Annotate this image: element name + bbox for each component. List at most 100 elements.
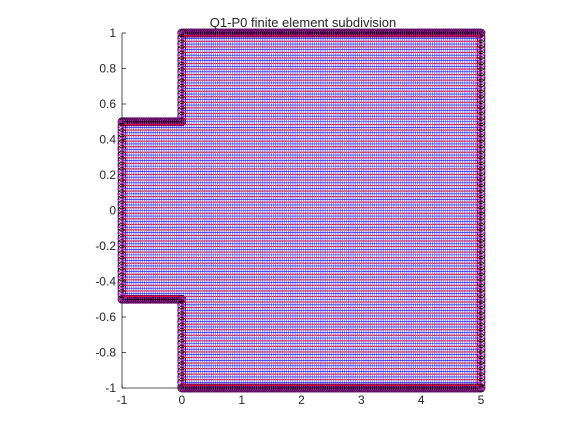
pressure-node (326, 290, 328, 292)
pressure-node (195, 306, 197, 309)
pressure-node (240, 379, 242, 381)
pressure-node (197, 367, 199, 370)
pressure-node (281, 351, 283, 353)
pressure-node (367, 345, 369, 347)
pressure-node (442, 367, 444, 370)
pressure-node (348, 373, 350, 375)
pressure-node (133, 284, 135, 286)
pressure-node (262, 345, 264, 347)
pressure-node (357, 273, 360, 275)
pressure-node (178, 295, 180, 298)
pressure-node (415, 290, 418, 292)
pressure-node (385, 334, 388, 336)
pressure-node (281, 318, 283, 320)
pressure-node (453, 340, 455, 342)
pressure-node (399, 279, 401, 281)
pressure-node (447, 362, 449, 364)
pressure-node (417, 373, 419, 375)
pressure-node (389, 312, 391, 314)
pressure-node (384, 268, 386, 270)
pressure-node (270, 351, 272, 353)
pressure-node (324, 373, 326, 375)
pressure-node (432, 273, 434, 275)
pressure-node (464, 306, 466, 309)
pressure-node (279, 373, 281, 375)
pressure-node (369, 284, 371, 286)
pressure-node (326, 362, 328, 364)
pressure-node (290, 301, 292, 303)
pressure-node (273, 301, 275, 303)
pressure-node (142, 295, 145, 298)
pressure-node (342, 301, 345, 303)
pressure-node (299, 340, 302, 342)
pressure-node (208, 329, 210, 331)
pressure-node (258, 295, 261, 298)
pressure-node (270, 345, 272, 347)
pressure-node (328, 362, 330, 364)
pressure-node (328, 312, 330, 314)
pressure-node (253, 284, 255, 286)
pressure-node (393, 340, 395, 342)
pressure-node (212, 295, 214, 298)
pressure-node (395, 273, 397, 275)
pressure-node (449, 318, 451, 320)
pressure-node (221, 367, 223, 370)
pressure-node (198, 279, 201, 281)
pressure-node (468, 323, 470, 325)
pressure-node (331, 345, 333, 347)
pressure-node (421, 312, 423, 314)
pressure-node (122, 290, 124, 292)
pressure-node (142, 290, 145, 292)
pressure-node (342, 351, 345, 353)
pressure-node (473, 306, 476, 309)
pressure-node (471, 384, 474, 386)
pressure-node (432, 356, 434, 359)
pressure-node (219, 268, 221, 270)
pressure-node (232, 290, 234, 292)
pressure-node (443, 329, 446, 331)
pressure-node (301, 312, 304, 314)
pressure-node (473, 379, 476, 381)
pressure-node (227, 379, 229, 381)
pressure-node (328, 384, 330, 386)
pressure-node (258, 351, 261, 353)
pressure-node (204, 312, 206, 314)
pressure-node (255, 268, 257, 270)
pressure-node (361, 384, 363, 386)
pressure-node (389, 295, 391, 298)
pressure-node (443, 290, 446, 292)
pressure-node (268, 351, 270, 353)
pressure-node (324, 329, 326, 331)
pressure-node (438, 384, 440, 386)
pressure-node (213, 351, 216, 353)
pressure-node (288, 334, 290, 336)
pressure-node (436, 367, 438, 370)
pressure-node (329, 301, 332, 303)
pressure-node (462, 340, 464, 342)
pressure-node (189, 356, 191, 359)
pressure-node (344, 373, 347, 375)
pressure-node (279, 345, 281, 347)
pressure-node (378, 279, 380, 281)
pressure-node (365, 373, 367, 375)
pressure-node (430, 290, 433, 292)
pressure-node (221, 345, 223, 347)
pressure-node (402, 367, 405, 370)
pressure-node (260, 367, 262, 370)
pressure-node (180, 279, 182, 281)
pressure-node (333, 301, 335, 303)
pressure-node (232, 306, 234, 309)
pressure-node (423, 290, 425, 292)
pressure-node (303, 340, 305, 342)
pressure-node (417, 301, 419, 303)
pressure-node (380, 384, 382, 386)
pressure-node (165, 290, 167, 292)
pressure-node (371, 318, 373, 320)
pressure-node (412, 301, 414, 303)
pressure-node (348, 329, 350, 331)
pressure-node (475, 384, 477, 386)
pressure-node (430, 362, 433, 364)
pressure-node (195, 329, 197, 331)
pressure-node (301, 334, 304, 336)
pressure-node (331, 301, 333, 303)
